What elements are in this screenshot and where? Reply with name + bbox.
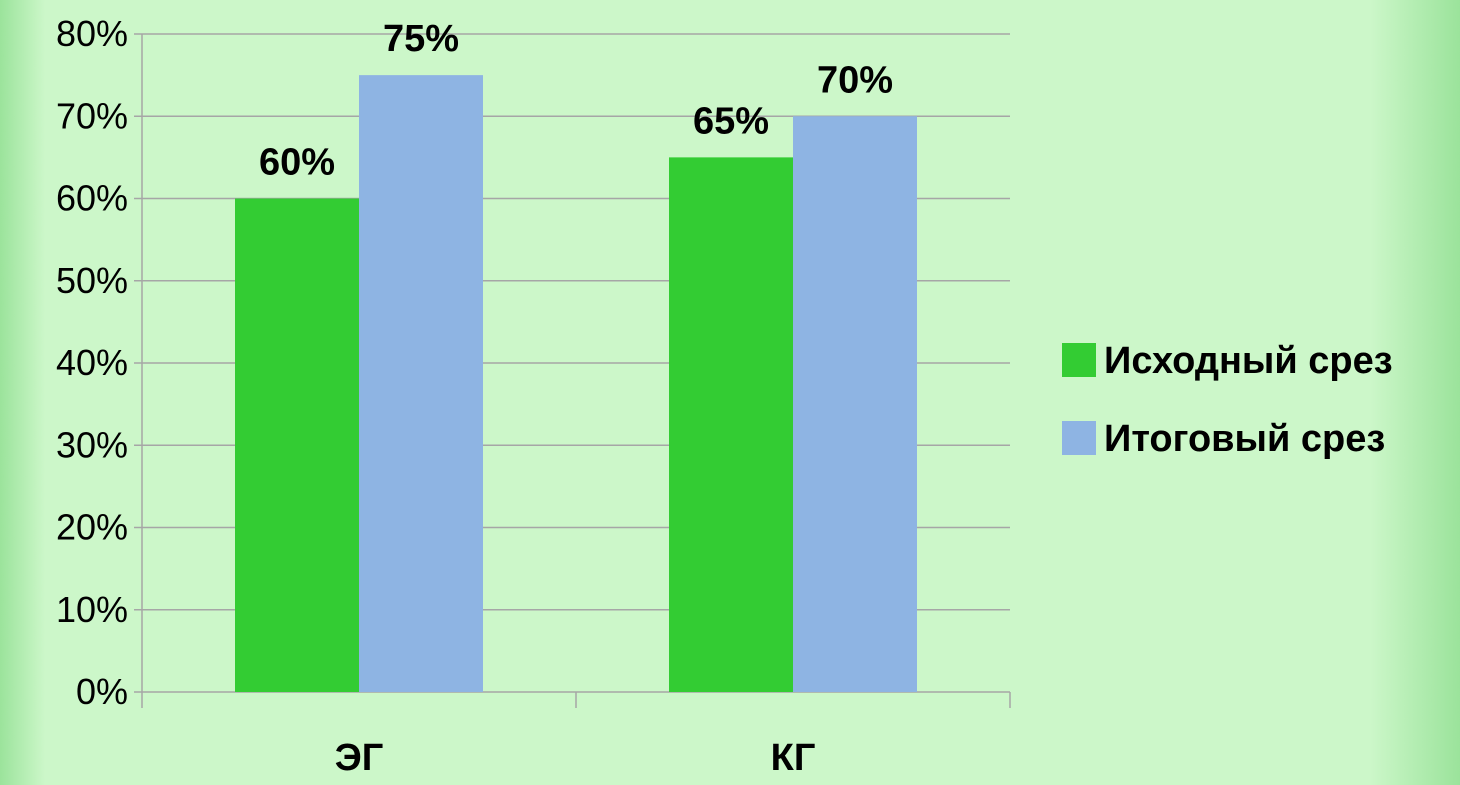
legend-label: Итоговый срез	[1104, 418, 1385, 460]
bar	[669, 157, 793, 692]
bar	[793, 116, 917, 692]
y-tick-label: 0%	[76, 671, 128, 712]
y-tick-label: 60%	[56, 178, 128, 219]
y-tick-label: 50%	[56, 260, 128, 301]
y-tick-label: 80%	[56, 13, 128, 54]
legend-swatch	[1062, 343, 1096, 377]
y-tick-label: 20%	[56, 507, 128, 548]
y-tick-label: 10%	[56, 589, 128, 630]
y-tick-label: 40%	[56, 342, 128, 383]
legend-swatch	[1062, 421, 1096, 455]
data-label: 70%	[817, 59, 893, 101]
x-tick-label: ЭГ	[335, 737, 384, 779]
x-tick-label: КГ	[771, 737, 816, 779]
y-tick-label: 70%	[56, 95, 128, 136]
y-tick-label: 30%	[56, 424, 128, 465]
data-label: 60%	[259, 142, 335, 184]
data-label: 75%	[383, 18, 459, 60]
data-label: 65%	[693, 100, 769, 142]
legend-label: Исходный срез	[1104, 340, 1393, 382]
bar	[359, 75, 483, 692]
bar	[235, 198, 359, 692]
